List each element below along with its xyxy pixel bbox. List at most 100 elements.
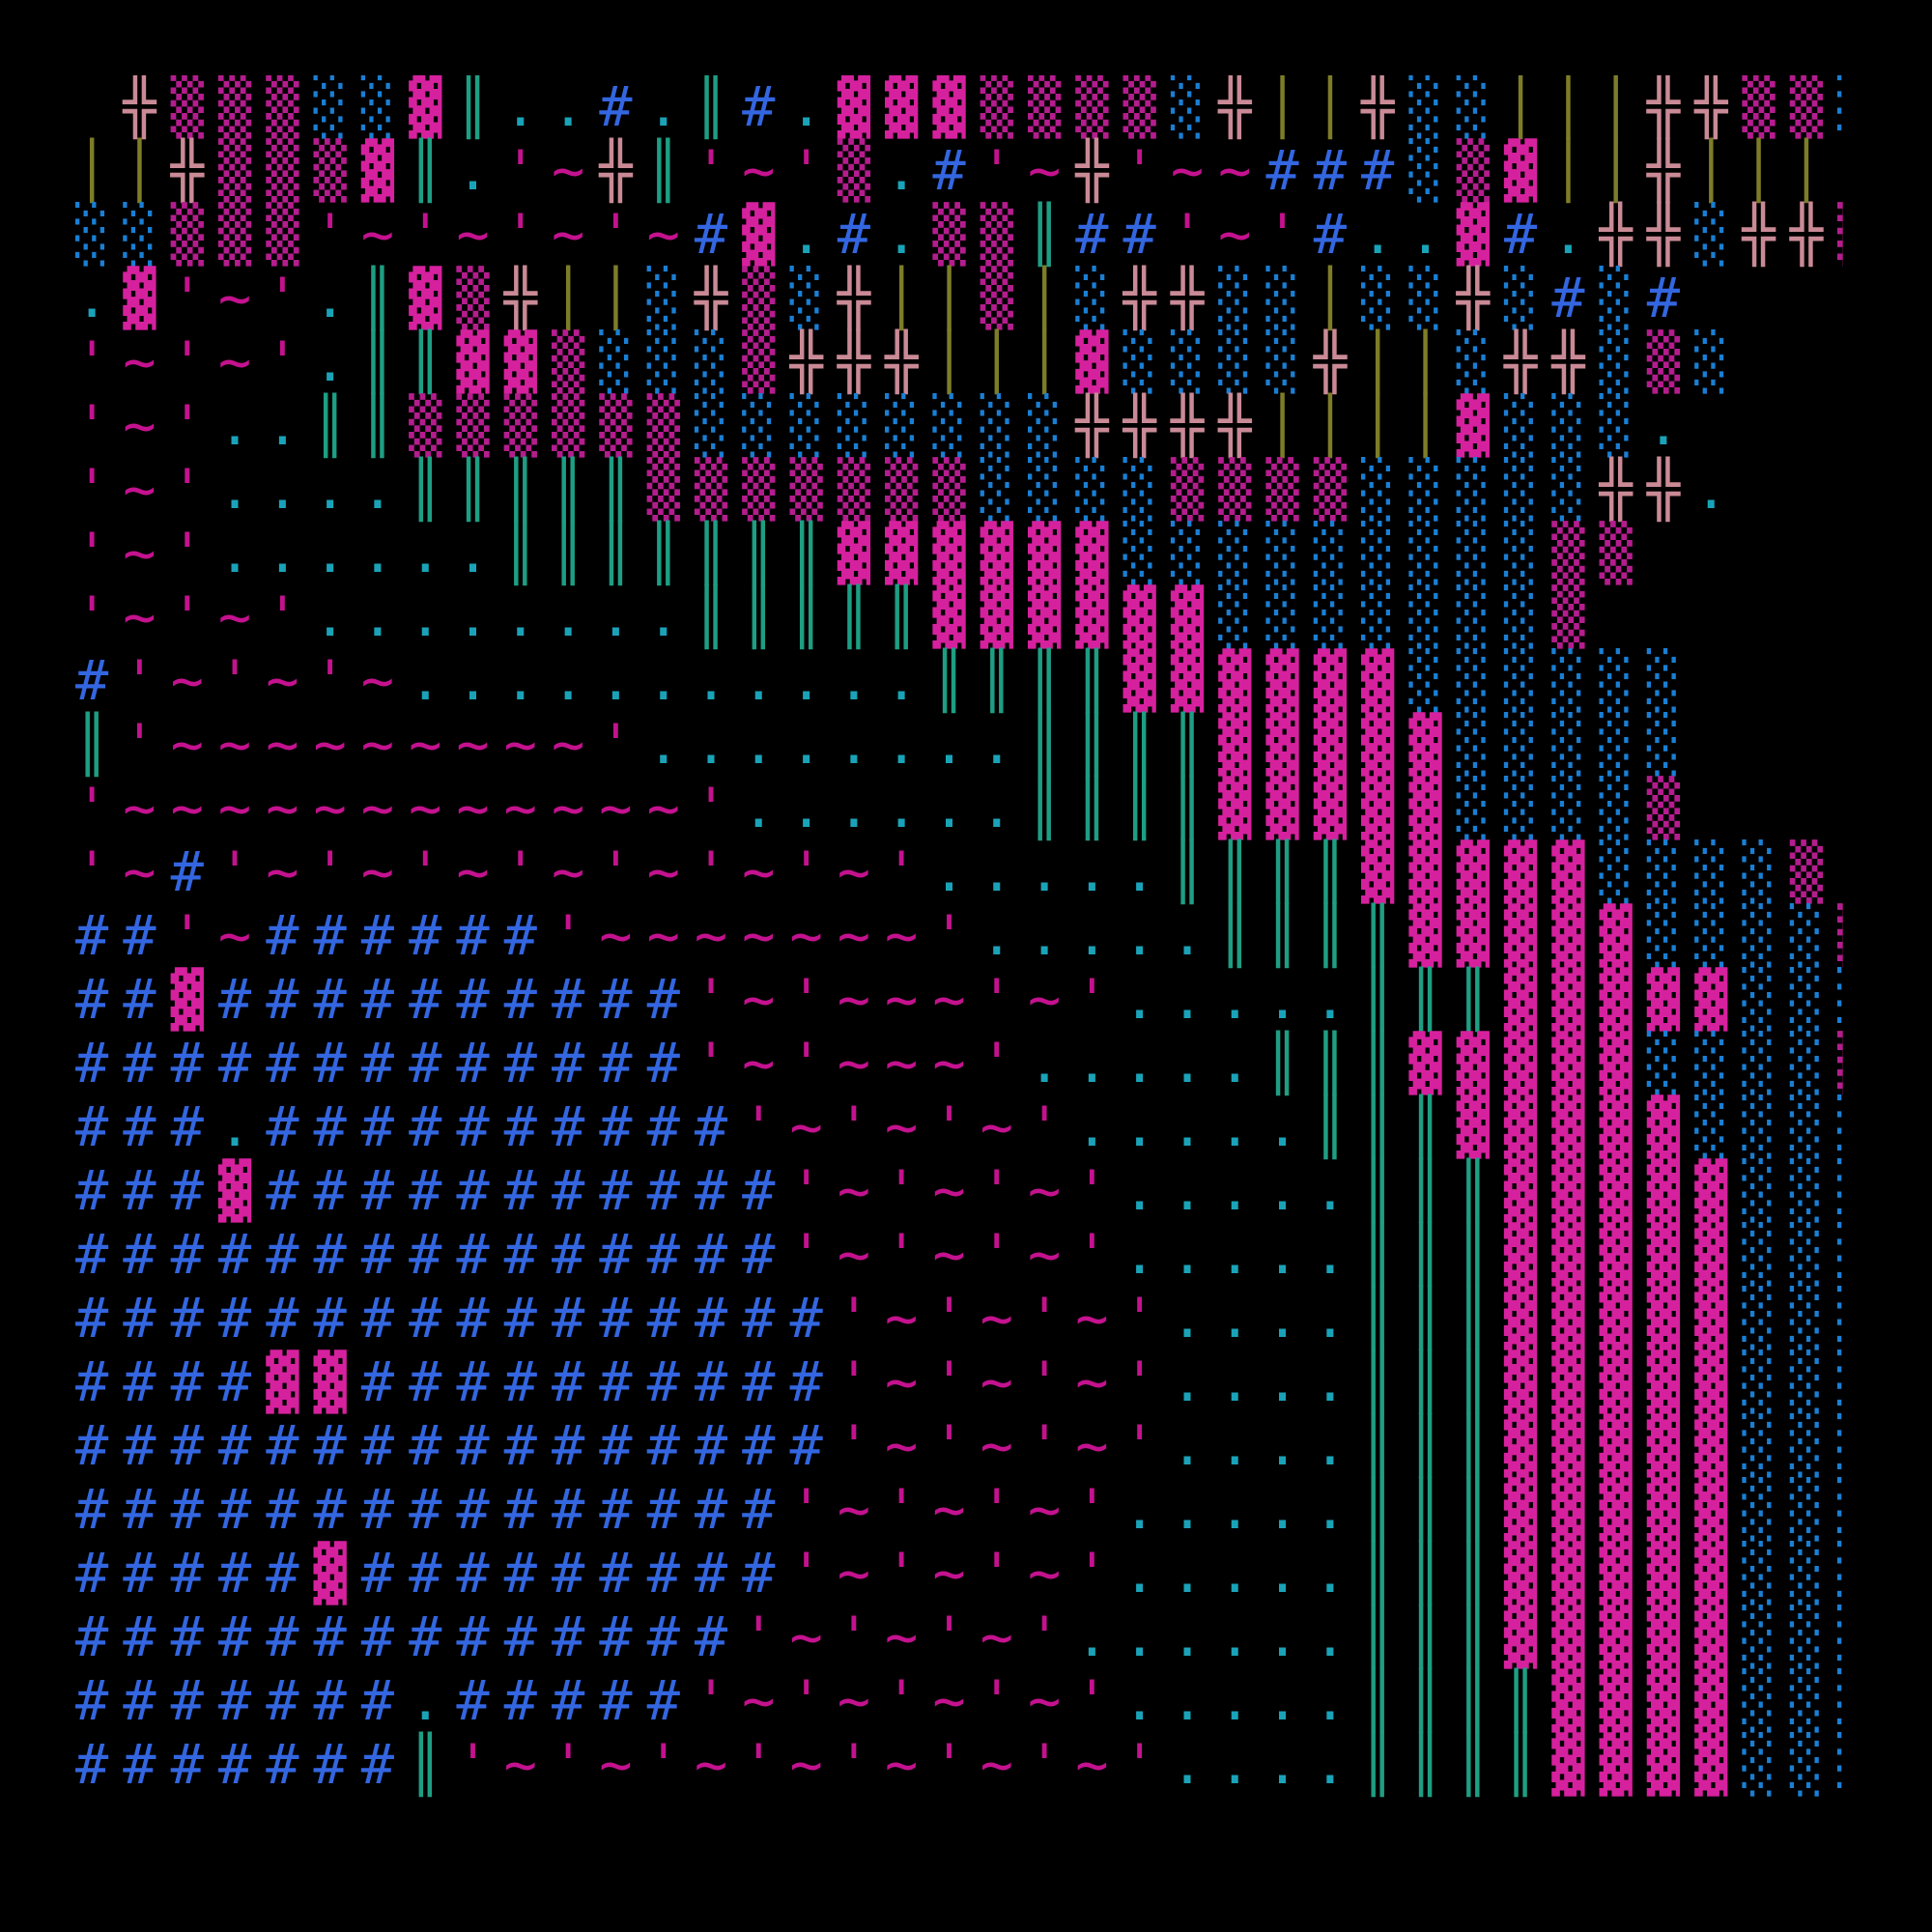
glyph-hash-glyph: # — [217, 1350, 252, 1414]
glyph-medium-hatch-block: ▒ — [980, 203, 1013, 267]
glyph-dense-hatch-block: ▓ — [1646, 1414, 1681, 1478]
glyph-sparse-dot-block: ░ — [1265, 267, 1299, 330]
glyph-double-bar-teal: ║ — [1361, 1287, 1395, 1350]
glyph-sparse-dot-block: ░ — [1265, 522, 1299, 585]
glyph-tilde-glyph: ~ — [837, 1669, 871, 1733]
glyph-quote-glyph: ' — [885, 1478, 919, 1542]
glyph-dense-hatch-block: ▓ — [1599, 1159, 1633, 1223]
glyph-sparse-dot-block: ░ — [1789, 968, 1824, 1032]
density-row: ' ~ # ' ~ ' ~ ' ~ ' ~ ' ~ ' ~ ' ~ '..... ║ ║ ║ ║ ▓ ▓ ▓ ▓ ▓ ░ ░ ░ ░ ▒ — [75, 840, 1843, 904]
glyph-hash-glyph: # — [75, 968, 109, 1032]
glyph-sparse-dot-block: ░ — [1456, 649, 1490, 713]
glyph-quote-glyph: ' — [789, 968, 823, 1032]
glyph-medium-hatch-block: ▒ — [1837, 1032, 1843, 1095]
glyph-tilde-glyph: ~ — [456, 713, 490, 777]
glyph-hash-glyph: # — [123, 1542, 156, 1605]
glyph-hash-glyph: # — [409, 968, 442, 1032]
glyph-tilde-glyph: ~ — [456, 777, 490, 840]
glyph-sparse-dot-block: ░ — [1742, 904, 1776, 968]
glyph-hash-glyph: # — [217, 1414, 252, 1478]
glyph-dense-hatch-block: ▓ — [1408, 777, 1442, 840]
glyph-hash-glyph: # — [456, 1478, 490, 1542]
glyph-tilde-glyph: ~ — [885, 1350, 919, 1414]
density-row: ##▓##########'~'~~~'~'.....║║║▓▓▓▓▓░░░░▒ — [75, 968, 1843, 1032]
glyph-hash-glyph: # — [551, 968, 585, 1032]
glyph-sparse-dot-block: ░ — [1408, 75, 1442, 139]
glyph-quote-glyph: ' — [837, 1414, 871, 1478]
glyph-dot-glyph: . — [1313, 1223, 1348, 1287]
glyph-cross-glyph: ╬ — [1075, 394, 1109, 458]
glyph-medium-hatch-block: ▒ — [266, 75, 299, 139]
glyph-dense-hatch-block: ▓ — [1503, 1032, 1538, 1095]
glyph-dense-hatch-block: ▓ — [1551, 1414, 1585, 1478]
glyph-hash-glyph: # — [360, 1350, 395, 1414]
glyph-double-bar-teal: ║ — [1170, 777, 1205, 840]
glyph-medium-hatch-block: ▒ — [932, 458, 966, 522]
glyph-sparse-dot-block: ░ — [1361, 585, 1395, 649]
glyph-hash-glyph: # — [170, 1669, 204, 1733]
glyph-tilde-glyph: ~ — [837, 904, 871, 968]
density-row: ' ~ '...... ║ ║ ║ ║ ║ ║ ║ ▓ ▓ ▓ ▓ ▓ ▓ ░ ░ ░ ░ ░ ░ ░ ░ ░ ▒ ▒ — [75, 522, 1843, 585]
glyph-tilde-glyph: ~ — [646, 777, 680, 840]
glyph-sparse-dot-block: ░ — [1313, 522, 1348, 585]
glyph-dense-hatch-block: ▓ — [1313, 649, 1348, 713]
glyph-double-bar-teal: ║ — [1361, 968, 1395, 1032]
glyph-hash-glyph: # — [551, 1542, 585, 1605]
glyph-dot-glyph: . — [1218, 1478, 1252, 1542]
glyph-dot-glyph: . — [313, 458, 347, 522]
glyph-sparse-dot-block: ░ — [1694, 203, 1728, 267]
glyph-thin-bar-olive: │ — [1408, 330, 1442, 394]
glyph-dot-glyph: . — [1361, 203, 1395, 267]
glyph-tilde-glyph: ~ — [313, 713, 347, 777]
glyph-hash-glyph: # — [75, 649, 109, 713]
glyph-sparse-dot-block: ░ — [742, 394, 776, 458]
glyph-dot-glyph: . — [1122, 1159, 1156, 1223]
density-row: #############'~'~~~'.....║║║▓▓▓▓▓░░░░▒ — [75, 1032, 1843, 1095]
glyph-dense-hatch-block: ▓ — [1313, 777, 1348, 840]
glyph-hash-glyph: # — [170, 840, 204, 904]
glyph-tilde-glyph: ~ — [217, 267, 252, 330]
glyph-dot-glyph: . — [1265, 1733, 1299, 1797]
glyph-cross-glyph: ╬ — [1789, 203, 1824, 267]
glyph-medium-hatch-block: ▒ — [1646, 777, 1681, 840]
glyph-tilde-glyph: ~ — [837, 1223, 871, 1287]
glyph-tilde-glyph: ~ — [837, 840, 871, 904]
glyph-dot-glyph: . — [551, 585, 585, 649]
glyph-medium-hatch-block: ▒ — [980, 75, 1013, 139]
glyph-dot-glyph: . — [1313, 1287, 1348, 1350]
glyph-dot-glyph: . — [1170, 1095, 1205, 1159]
glyph-tilde-glyph: ~ — [503, 777, 537, 840]
glyph-quote-glyph: ' — [170, 522, 204, 585]
glyph-dense-hatch-block: ▓ — [1551, 1223, 1585, 1287]
glyph-medium-hatch-block: ▒ — [1075, 75, 1109, 139]
glyph-hash-glyph: # — [503, 1159, 537, 1223]
glyph-hash-glyph: # — [266, 1733, 299, 1797]
density-row: ##############'~'~'~'......║║║▓▓▓▓▓░░░░▒ — [75, 1605, 1843, 1669]
glyph-tilde-glyph: ~ — [123, 330, 156, 394]
glyph-double-bar-teal: ║ — [1408, 1542, 1442, 1605]
glyph-hash-glyph: # — [599, 1350, 633, 1414]
glyph-quote-glyph: ' — [503, 139, 537, 203]
glyph-tilde-glyph: ~ — [123, 585, 156, 649]
glyph-sparse-dot-block: ░ — [1742, 968, 1776, 1032]
glyph-tilde-glyph: ~ — [266, 649, 299, 713]
glyph-dot-glyph: . — [646, 649, 680, 713]
glyph-thin-bar-olive: │ — [551, 267, 585, 330]
glyph-dense-hatch-block: ▓ — [1551, 1669, 1585, 1733]
glyph-hash-glyph: # — [456, 1223, 490, 1287]
glyph-medium-hatch-block: ▒ — [646, 394, 680, 458]
glyph-cross-glyph: ╬ — [1218, 75, 1252, 139]
glyph-sparse-dot-block: ░ — [1503, 394, 1538, 458]
glyph-medium-hatch-block: ▒ — [217, 139, 252, 203]
glyph-hash-glyph: # — [789, 1287, 823, 1350]
glyph-dense-hatch-block: ▓ — [1551, 1542, 1585, 1605]
glyph-thin-bar-olive: │ — [1742, 139, 1776, 203]
glyph-hash-glyph: # — [170, 1733, 204, 1797]
density-field-grid: ╬▒▒▒░░▓║..#.║#.▓▓▓▒▒▒▒░╬││╬░░│││╬╬▒▒░││╬… — [75, 75, 1843, 1814]
glyph-tilde-glyph: ~ — [1027, 1159, 1062, 1223]
glyph-dot-glyph: . — [1170, 1159, 1205, 1223]
glyph-dot-glyph: . — [1313, 1733, 1348, 1797]
glyph-sparse-dot-block: ░ — [1599, 267, 1633, 330]
glyph-sparse-dot-block: ░ — [1837, 1350, 1843, 1414]
glyph-sparse-dot-block: ░ — [1742, 1542, 1776, 1605]
